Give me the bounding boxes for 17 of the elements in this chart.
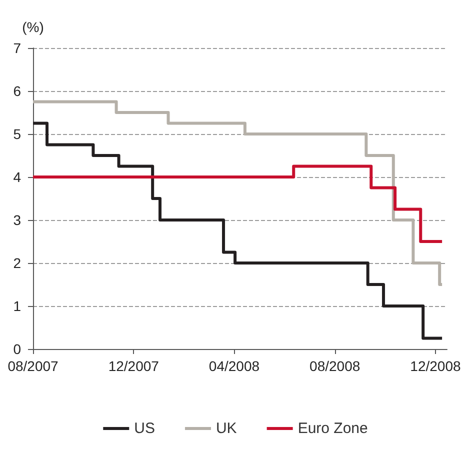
y-tick-label: 6 xyxy=(13,83,22,99)
legend-label: Euro Zone xyxy=(298,420,368,437)
x-tick-label: 08/2008 xyxy=(310,358,360,374)
y-tick-label: 4 xyxy=(13,169,22,185)
y-tick-label: 0 xyxy=(13,341,22,357)
y-axis-title: (%) xyxy=(22,19,44,35)
legend-label: UK xyxy=(216,420,237,437)
y-tick-label: 7 xyxy=(13,40,22,56)
y-tick-label: 3 xyxy=(13,212,22,228)
y-tick-label: 1 xyxy=(13,298,22,314)
legend-label: US xyxy=(134,420,155,437)
x-tick-label: 08/2007 xyxy=(8,358,59,374)
x-tick-label: 12/2007 xyxy=(108,358,160,374)
x-tick-label: 04/2008 xyxy=(208,358,260,374)
x-tick-label: 12/2008 xyxy=(410,358,461,374)
y-tick-label: 5 xyxy=(13,126,22,142)
y-tick-label: 2 xyxy=(13,255,22,271)
